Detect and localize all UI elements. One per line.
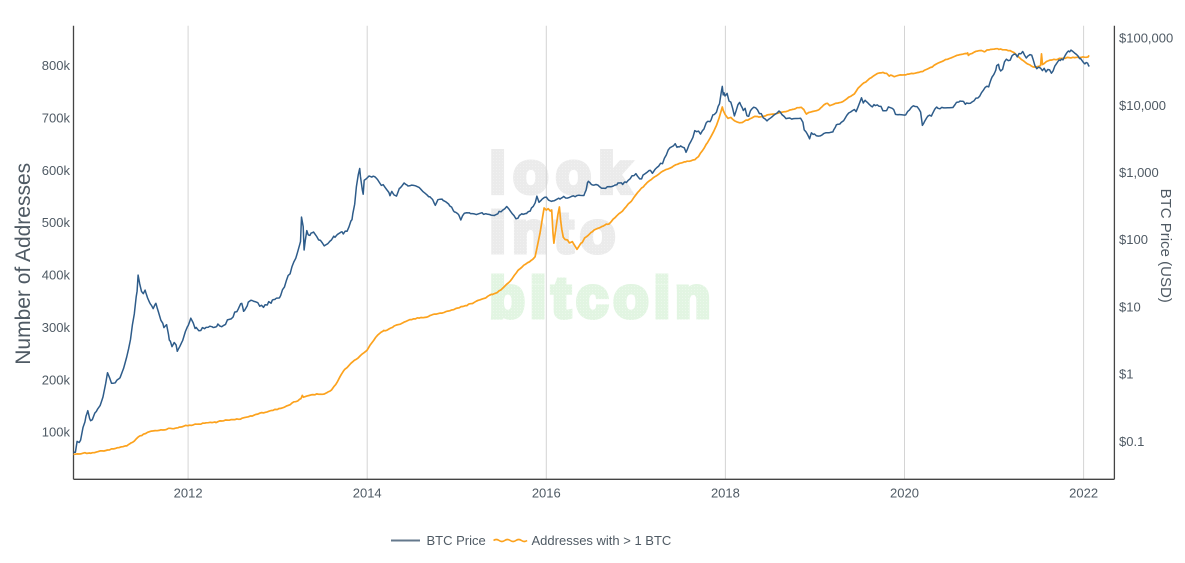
svg-text:2020: 2020 bbox=[890, 486, 919, 501]
svg-text:bitcoin: bitcoin bbox=[490, 266, 716, 330]
svg-text:$10: $10 bbox=[1119, 299, 1141, 314]
svg-text:$0.1: $0.1 bbox=[1119, 434, 1144, 449]
svg-text:300k: 300k bbox=[42, 320, 71, 335]
svg-text:700k: 700k bbox=[42, 111, 71, 126]
svg-text:100k: 100k bbox=[42, 425, 71, 440]
svg-text:BTC Price (USD): BTC Price (USD) bbox=[1157, 189, 1174, 303]
svg-text:2012: 2012 bbox=[174, 486, 203, 501]
svg-text:200k: 200k bbox=[42, 372, 71, 387]
svg-text:$1,000: $1,000 bbox=[1119, 165, 1159, 180]
svg-text:$1: $1 bbox=[1119, 367, 1133, 382]
svg-text:Addresses with > 1 BTC: Addresses with > 1 BTC bbox=[532, 533, 672, 548]
svg-text:2022: 2022 bbox=[1069, 486, 1098, 501]
svg-text:$100: $100 bbox=[1119, 232, 1148, 247]
svg-text:500k: 500k bbox=[42, 215, 71, 230]
svg-text:$10,000: $10,000 bbox=[1119, 98, 1166, 113]
svg-text:2014: 2014 bbox=[353, 486, 382, 501]
svg-text:BTC Price: BTC Price bbox=[427, 533, 486, 548]
svg-text:400k: 400k bbox=[42, 268, 71, 283]
svg-text:2018: 2018 bbox=[711, 486, 740, 501]
svg-text:$100,000: $100,000 bbox=[1119, 31, 1173, 46]
svg-text:Number of Addresses: Number of Addresses bbox=[12, 163, 35, 365]
svg-text:2016: 2016 bbox=[532, 486, 561, 501]
svg-text:look: look bbox=[490, 142, 638, 206]
svg-text:800k: 800k bbox=[42, 58, 71, 73]
svg-text:600k: 600k bbox=[42, 163, 71, 178]
